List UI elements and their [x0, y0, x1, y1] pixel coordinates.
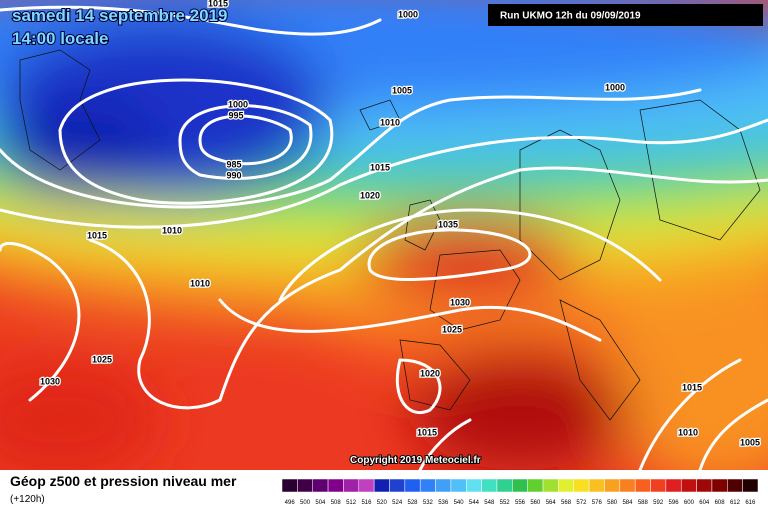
- scale-swatch: [450, 478, 467, 493]
- run-box: [488, 4, 763, 26]
- isobar-label: 1015: [370, 162, 390, 172]
- scale-label: 552: [500, 500, 511, 506]
- scale-swatch: [696, 478, 713, 493]
- scale-swatch: [619, 478, 636, 493]
- isobar-label: 1035: [438, 219, 458, 229]
- date: samedi 14 septembre 2019: [12, 6, 227, 25]
- scale-swatch: [727, 478, 743, 493]
- isobar-label: 1005: [392, 85, 412, 95]
- scale-swatch: [588, 478, 605, 493]
- scale-label: 604: [699, 500, 710, 506]
- scale-label: 528: [408, 500, 419, 506]
- isobar-label: 1030: [450, 297, 470, 307]
- scale-label: 496: [285, 500, 296, 506]
- scale-swatch: [343, 478, 360, 493]
- isobar-label: 995: [228, 110, 243, 120]
- scale-label: 592: [653, 500, 664, 506]
- footer-title: Géop z500 et pression niveau mer: [10, 473, 237, 489]
- scale-swatch: [650, 478, 667, 493]
- scale-label: 580: [607, 500, 618, 506]
- scale-swatch: [327, 478, 344, 493]
- scale-label: 576: [592, 500, 603, 506]
- scale-swatch: [281, 478, 298, 493]
- scale-label: 584: [622, 500, 633, 506]
- scale-swatch: [496, 478, 513, 493]
- scale-label: 524: [392, 500, 403, 506]
- scale-label: 520: [377, 500, 388, 506]
- isobar-label: 1025: [442, 324, 462, 334]
- scale-label: 612: [730, 500, 741, 506]
- footer-subtitle: (+120h): [10, 494, 45, 505]
- copyright: Copyright 2019 Meteociel.fr: [350, 455, 481, 466]
- scale-label: 536: [438, 500, 449, 506]
- scale-label: 588: [638, 500, 649, 506]
- scale-swatch: [512, 478, 528, 493]
- isobar-label: 1005: [740, 437, 760, 447]
- scale-swatch: [373, 478, 390, 493]
- scale-swatch: [297, 478, 313, 493]
- scale-swatch: [358, 478, 375, 493]
- scale-swatch: [665, 478, 682, 493]
- scale-swatch: [527, 478, 544, 493]
- scale-swatch: [389, 478, 406, 493]
- scale-label: 516: [361, 500, 372, 506]
- scale-label: 544: [469, 500, 480, 506]
- isobar-label: 1015: [417, 427, 437, 437]
- isobar-label: 1010: [162, 225, 182, 235]
- local-time: 14:00 locale: [12, 29, 108, 48]
- isobars: [0, 5, 768, 470]
- isobar-label: 1010: [190, 278, 210, 288]
- isobar-label: 1015: [682, 382, 702, 392]
- scale-label: 500: [300, 500, 311, 506]
- scale-label: 512: [346, 500, 357, 506]
- scale-label: 616: [745, 500, 756, 506]
- scale-label: 548: [484, 500, 495, 506]
- isobar-label: 1030: [40, 376, 60, 386]
- scale-swatch: [634, 478, 651, 493]
- scale-label: 504: [315, 500, 326, 506]
- isobar-label: 1020: [360, 190, 380, 200]
- scale-label: 508: [331, 500, 342, 506]
- isobar-label: 1000: [398, 9, 418, 19]
- scale-label: 596: [669, 500, 680, 506]
- scale-label: 540: [454, 500, 465, 506]
- isobar-label: 990: [226, 170, 241, 180]
- isobar-label: 1015: [87, 230, 107, 240]
- isobar-label: 1015: [208, 0, 228, 8]
- scale-label: 568: [561, 500, 572, 506]
- isobar-label: 1020: [420, 368, 440, 378]
- run-info: Run UKMO 12h du 09/09/2019: [500, 11, 641, 22]
- isobar-label: 1010: [678, 427, 698, 437]
- scale-label: 600: [684, 500, 695, 506]
- scale-swatch: [419, 478, 436, 493]
- isobar-label: 1010: [380, 117, 400, 127]
- scale-swatch: [742, 478, 759, 493]
- scale-label: 560: [530, 500, 541, 506]
- scale-label: 564: [546, 500, 557, 506]
- isobar-label: 1000: [228, 99, 248, 109]
- scale-swatch: [435, 478, 452, 493]
- scale-swatch: [711, 478, 728, 493]
- scale-swatch: [558, 478, 574, 493]
- scale-swatch: [680, 478, 697, 493]
- scale-label: 532: [423, 500, 434, 506]
- colour-scale: 496 500 504 508 512 516 520 524 528 532 536 540 544 5…: [281, 478, 759, 506]
- scale-swatch: [604, 478, 621, 493]
- scale-label: 572: [576, 500, 587, 506]
- scale-swatch: [466, 478, 482, 493]
- isobar-label: 1025: [92, 354, 112, 364]
- isobar-label: 985: [226, 159, 241, 169]
- scale-label: 556: [515, 500, 526, 506]
- scale-swatch: [481, 478, 498, 493]
- scale-swatch: [573, 478, 590, 493]
- scale-label: 608: [715, 500, 726, 506]
- scale-swatch: [404, 478, 421, 493]
- scale-swatch: [542, 478, 559, 493]
- isobar-label: 1000: [605, 82, 625, 92]
- scale-swatch: [312, 478, 329, 493]
